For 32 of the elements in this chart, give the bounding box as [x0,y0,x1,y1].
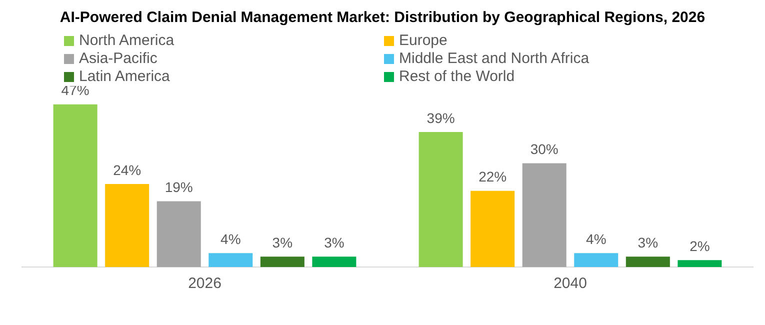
bar [522,163,566,267]
bar [208,253,253,267]
bar [156,201,201,267]
bar [312,256,356,267]
bar [418,132,463,267]
bar [574,253,618,267]
bar [105,184,150,267]
data-label: 19% [164,179,193,196]
chart-title: AI-Powered Claim Denial Management Market: Distribution by Geographical Regions, 2026 [58,8,706,28]
bar [626,256,670,267]
data-label: 3% [638,234,658,250]
legend-label: Latin America [79,68,170,85]
bar [470,190,515,267]
legend-label: North America [79,32,174,49]
legend-label: Asia-Pacific [79,50,158,67]
bar [678,260,722,267]
bar [53,104,98,267]
data-label: 3% [272,234,293,250]
data-label: 2% [690,238,710,254]
bar [260,256,304,267]
legend-label: Middle East and North Africa [399,50,590,67]
data-label: 22% [478,168,507,185]
legend-label: Europe [399,32,448,49]
data-label: 30% [530,141,558,158]
data-label: 3% [324,234,344,250]
x-tick-label: 2026 [188,275,222,292]
legend-label: Rest of the World [399,68,515,85]
x-tick-label: 2040 [554,275,587,292]
data-label: 4% [220,231,241,248]
data-label: 4% [586,231,606,248]
data-label: 24% [113,162,142,178]
data-label: 39% [426,110,455,126]
